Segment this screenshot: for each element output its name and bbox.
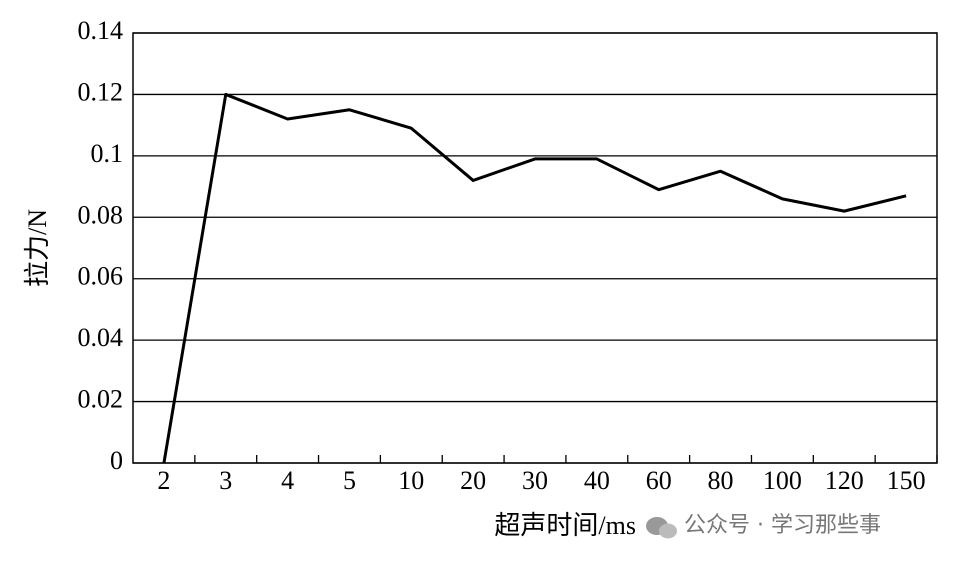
x-tick-label: 150 <box>887 466 926 495</box>
plot-frame <box>132 32 938 464</box>
watermark: 公众号 · 学习那些事 <box>684 513 881 538</box>
x-axis-label: 超声时间/ms <box>494 511 636 540</box>
x-tick-label: 100 <box>763 466 802 495</box>
watermark-icon <box>646 517 677 539</box>
y-tick-label: 0.08 <box>78 200 124 229</box>
y-tick-label: 0.06 <box>78 262 124 291</box>
line <box>162 92 907 464</box>
y-axis-label: 拉力/N <box>23 209 52 287</box>
y-tick-label: 0.02 <box>78 385 124 414</box>
x-tick-label: 2 <box>157 466 170 495</box>
x-tick-label: 80 <box>708 466 734 495</box>
x-tick-label: 40 <box>584 466 610 495</box>
x-tick-label: 120 <box>825 466 864 495</box>
x-tick-label: 10 <box>398 466 424 495</box>
y-tick-label: 0.04 <box>78 323 124 352</box>
y-tick-label: 0.14 <box>78 16 124 45</box>
x-tick-label: 20 <box>460 466 486 495</box>
y-tick-label: 0 <box>110 446 123 475</box>
y-tick-label: 0.1 <box>91 139 124 168</box>
x-tick-label: 3 <box>219 466 232 495</box>
x-tick-label: 30 <box>522 466 548 495</box>
x-tick-label: 4 <box>281 466 294 495</box>
x-tick-label: 5 <box>343 466 356 495</box>
y-tick-label: 0.12 <box>78 77 124 106</box>
x-tick-label: 60 <box>646 466 672 495</box>
